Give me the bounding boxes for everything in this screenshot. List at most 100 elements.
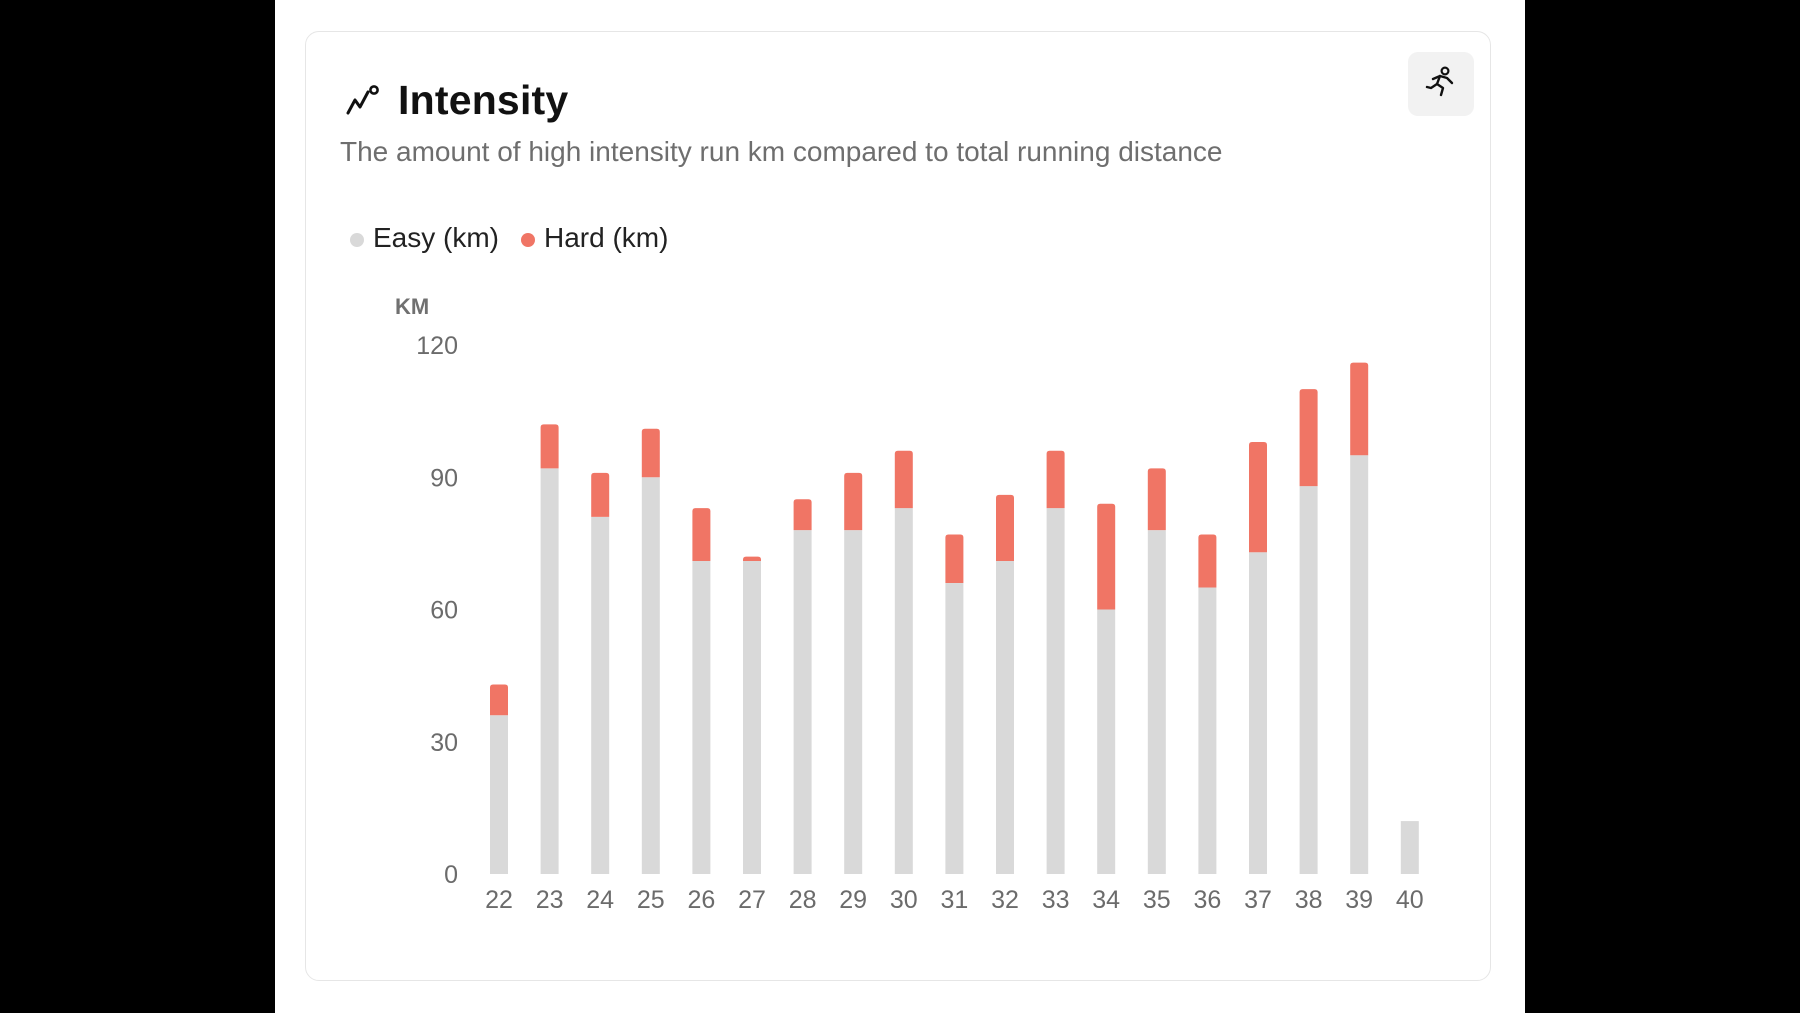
x-tick-label: 34 [1092, 886, 1120, 914]
bar-hard[interactable] [540, 424, 559, 469]
bar-stack[interactable] [793, 499, 812, 874]
bar-stack[interactable] [996, 494, 1014, 874]
bar-easy[interactable] [1400, 821, 1419, 874]
bar-stack[interactable] [490, 684, 508, 874]
bar-easy[interactable] [1249, 552, 1267, 874]
bar-easy[interactable] [1350, 455, 1369, 874]
bar-stack[interactable] [591, 472, 610, 874]
x-tick-label: 35 [1143, 886, 1171, 914]
legend-item-easy[interactable]: Easy (km) [350, 222, 499, 254]
intensity-card: Intensity The amount of high intensity r… [305, 31, 1491, 981]
x-tick-label: 28 [789, 886, 817, 914]
bar-hard[interactable] [591, 472, 610, 517]
bar-easy[interactable] [945, 583, 964, 874]
legend-dot-hard [521, 233, 535, 247]
card-subtitle: The amount of high intensity run km comp… [340, 136, 1223, 167]
bar-hard[interactable] [793, 499, 812, 531]
bar-stack[interactable] [945, 534, 964, 874]
bar-easy[interactable] [641, 477, 660, 874]
bar-easy[interactable] [743, 561, 761, 874]
bar-easy[interactable] [1198, 587, 1217, 874]
bar-easy[interactable] [1097, 609, 1116, 875]
bar-easy[interactable] [996, 561, 1014, 874]
x-axis-ticks: 22 23 24 25 26 27 28 29 30 31 32 33 34 35 36 37 38 39 40 [485, 886, 1424, 914]
x-tick-label: 23 [536, 886, 564, 914]
bar-easy[interactable] [793, 530, 812, 874]
bar-easy[interactable] [1046, 508, 1065, 874]
x-tick-label: 38 [1295, 886, 1323, 914]
y-tick-label: 30 [430, 729, 458, 757]
legend-label-hard: Hard (km) [544, 222, 669, 253]
bar-stack[interactable] [1198, 534, 1217, 874]
bar-easy[interactable] [1299, 486, 1318, 874]
bar-stack[interactable] [844, 472, 863, 874]
bar-stack[interactable] [894, 450, 913, 874]
bar-stack[interactable] [641, 428, 660, 874]
x-tick-label: 29 [839, 886, 867, 914]
x-tick-label: 33 [1042, 886, 1070, 914]
legend-item-hard[interactable]: Hard (km) [521, 222, 668, 254]
bar-easy[interactable] [894, 508, 913, 874]
bar-hard[interactable] [844, 472, 863, 531]
bar-easy[interactable] [591, 516, 610, 874]
chart-legend: Easy (km) Hard (km) [350, 222, 690, 254]
x-tick-label: 37 [1244, 886, 1272, 914]
x-tick-label: 30 [890, 886, 918, 914]
bar-stack[interactable] [692, 508, 711, 874]
bar-stack[interactable] [1249, 441, 1267, 874]
bar-easy[interactable] [490, 715, 508, 874]
bar-stack[interactable] [1097, 503, 1116, 875]
bar-easy[interactable] [1147, 530, 1166, 874]
bar-easy[interactable] [692, 561, 711, 874]
bar-hard[interactable] [1147, 468, 1166, 531]
bar-easy[interactable] [540, 468, 559, 874]
activity-type-button[interactable] [1408, 52, 1474, 116]
bar-hard[interactable] [1198, 534, 1217, 588]
runner-icon [1424, 65, 1458, 104]
bar-hard[interactable] [1046, 450, 1065, 509]
bar-stack[interactable] [1046, 450, 1065, 874]
bar-hard[interactable] [490, 684, 508, 716]
bar-stack[interactable] [1299, 389, 1318, 874]
bar-hard[interactable] [1249, 441, 1267, 553]
legend-dot-easy [350, 233, 364, 247]
x-tick-label: 32 [991, 886, 1019, 914]
x-tick-label: 24 [586, 886, 614, 914]
bar-hard[interactable] [996, 494, 1014, 562]
bar-hard[interactable] [692, 508, 711, 562]
x-tick-label: 25 [637, 886, 665, 914]
legend-label-easy: Easy (km) [373, 222, 499, 253]
bar-easy[interactable] [844, 530, 863, 874]
y-tick-label: 120 [416, 332, 458, 360]
x-tick-label: 22 [485, 886, 513, 914]
y-tick-label: 60 [430, 597, 458, 625]
bar-hard[interactable] [743, 556, 761, 562]
bar-stack[interactable] [1350, 362, 1369, 874]
bar-hard[interactable] [641, 428, 660, 478]
bar-hard[interactable] [945, 534, 964, 584]
trend-line-icon [344, 81, 382, 119]
bar-hard[interactable] [1299, 389, 1318, 487]
bar-chart: KM 0 30 60 90 120 22 23 24 25 26 27 28 29 30 31 32 33 34… [395, 294, 1424, 914]
page-background: Intensity The amount of high intensity r… [275, 0, 1525, 1013]
y-tick-label: 0 [444, 861, 458, 889]
x-tick-label: 26 [687, 886, 715, 914]
bar-stack[interactable] [1147, 468, 1166, 874]
bars-group [490, 362, 1419, 875]
card-header: Intensity [344, 72, 568, 128]
bar-stack[interactable] [743, 556, 761, 874]
y-axis-ticks: 0 30 60 90 120 [416, 332, 458, 889]
y-tick-label: 90 [430, 464, 458, 492]
bar-hard[interactable] [894, 450, 913, 509]
x-tick-label: 31 [940, 886, 968, 914]
bar-hard[interactable] [1350, 362, 1369, 456]
bar-stack[interactable] [540, 424, 559, 874]
bar-hard[interactable] [1097, 503, 1116, 610]
bar-stack[interactable] [1400, 821, 1419, 874]
x-tick-label: 40 [1396, 886, 1424, 914]
x-tick-label: 36 [1193, 886, 1221, 914]
card-title: Intensity [398, 76, 569, 123]
x-tick-label: 27 [738, 886, 766, 914]
x-tick-label: 39 [1345, 886, 1373, 914]
y-axis-label: KM [395, 294, 429, 319]
